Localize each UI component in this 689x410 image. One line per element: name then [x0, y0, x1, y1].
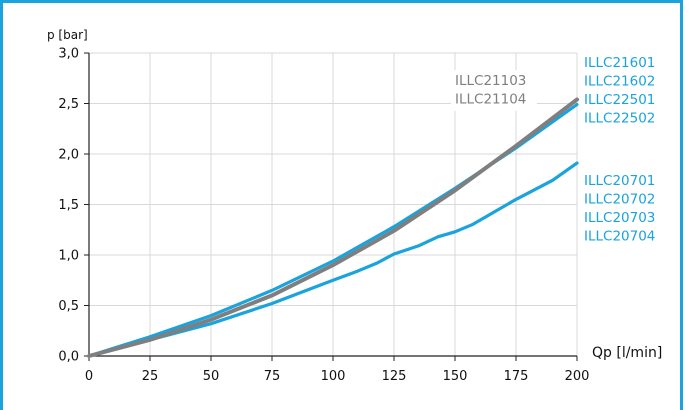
series-label: ILLC20703: [584, 210, 655, 226]
x-tick-label: 25: [142, 369, 159, 384]
y-tick-label: 0,5: [58, 299, 79, 314]
series-line-3: [87, 161, 579, 358]
x-tick-label: 175: [504, 369, 529, 384]
y-axis-label: p [bar]: [47, 28, 88, 42]
series-label: ILLC21601: [584, 55, 655, 71]
x-tick-label: 100: [321, 369, 346, 384]
x-tick-label: 150: [443, 369, 468, 384]
y-tick-label: 1,5: [58, 198, 79, 213]
x-tick-label: 125: [382, 369, 407, 384]
y-tick-label: 0,0: [58, 350, 79, 365]
x-tick-label: 0: [85, 369, 93, 384]
series-lines: [87, 97, 579, 358]
y-tick-label: 2,0: [58, 148, 79, 163]
y-tick-label: 3,0: [58, 47, 79, 62]
series-label: ILLC20701: [584, 173, 655, 189]
series-label: ILLC21602: [584, 74, 655, 90]
series-label: ILLC22502: [584, 111, 655, 127]
series-label: ILLC22501: [584, 92, 655, 108]
series-label: ILLC20704: [584, 229, 655, 245]
series-label: ILLC20702: [584, 192, 655, 208]
x-tick-label: 200: [565, 369, 590, 384]
y-tick-label: 1,0: [58, 249, 79, 264]
y-tick-label: 2,5: [58, 97, 79, 112]
label-background: [451, 70, 537, 111]
series-labels: ILLC21103 ILLC21104 ILLC21601 ILLC21602 ILLC…: [451, 55, 655, 245]
x-tick-label: 50: [203, 369, 220, 384]
series-label: ILLC21103: [455, 73, 526, 89]
series-line-1: [87, 97, 579, 358]
x-tick-label: 75: [264, 369, 281, 384]
series-label: ILLC21104: [455, 92, 526, 108]
axes: [84, 52, 578, 361]
x-axis-label: Qp [l/min]: [592, 345, 662, 361]
grid: [89, 52, 578, 356]
tick-labels: 0,0 0,5 1,0 1,5 2,0 2,5 3,0 0 25 50 75 100 125 150 175…: [58, 47, 589, 385]
